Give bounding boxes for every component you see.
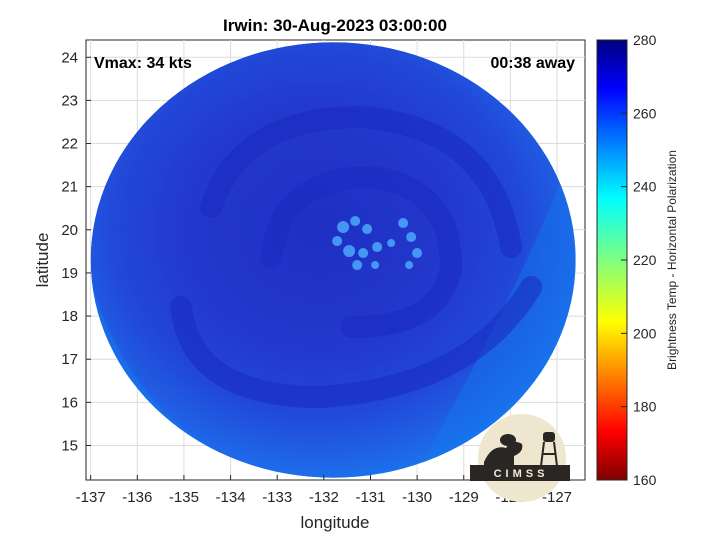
x-tick-label: -127: [542, 489, 572, 506]
x-axis-label: longitude: [300, 513, 369, 532]
water-tower-icon: [543, 432, 555, 442]
colorbar-ticks: 160 180 200 220 240 260 280: [621, 32, 657, 488]
convection-cell: [406, 232, 417, 243]
spiral-band: [200, 106, 523, 259]
convection-cell: [350, 216, 361, 227]
x-tick-label: -136: [122, 489, 152, 506]
colorbar-tick-label: 240: [633, 179, 657, 195]
convection-cell: [371, 261, 380, 270]
swath-image: [90, 42, 576, 478]
vmax-annotation: Vmax: 34 kts: [94, 55, 192, 72]
y-tick-label: 22: [61, 136, 78, 153]
time-offset-annotation: 00:38 away: [490, 55, 575, 72]
convection-cell: [332, 236, 343, 247]
x-tick-label: -129: [449, 489, 479, 506]
y-tick-label: 23: [61, 92, 78, 109]
colorbar-tick-label: 180: [633, 399, 657, 415]
y-tick-label: 21: [61, 179, 78, 196]
x-ticks: -137-136-135-134-133-132-131-130-129-128…: [76, 475, 572, 506]
spiral-band: [170, 276, 543, 409]
x-tick-label: -133: [262, 489, 292, 506]
convection-cell: [352, 260, 363, 271]
y-tick-label: 20: [61, 222, 78, 239]
convection-cell: [362, 224, 373, 235]
y-tick-label: 24: [61, 49, 78, 66]
colorbar-label: Brightness Temp - Horizontal Polarizatio…: [665, 150, 679, 370]
convection-cell: [358, 248, 369, 259]
radar-dish-icon: [484, 441, 523, 472]
y-tick-label: 15: [61, 437, 78, 454]
spiral-band: [260, 166, 463, 339]
x-tick-label: -130: [402, 489, 432, 506]
chart-title: Irwin: 30-Aug-2023 03:00:00: [223, 16, 447, 35]
colorbar-tick-label: 160: [633, 472, 657, 488]
x-tick-label: -135: [169, 489, 199, 506]
convection-cell: [398, 218, 409, 229]
convection-cell: [412, 248, 423, 259]
colorbar-tick-label: 220: [633, 252, 657, 268]
convection-cell: [405, 261, 414, 270]
colorbar-tick-label: 280: [633, 32, 657, 48]
convection-cell: [343, 245, 356, 258]
convection-cell: [337, 221, 350, 234]
x-tick-label: -132: [309, 489, 339, 506]
y-axis-label: latitude: [33, 233, 52, 288]
x-tick-label: -137: [76, 489, 106, 506]
x-tick-label: -134: [216, 489, 246, 506]
convection-cell: [372, 242, 383, 253]
colorbar-tick-label: 260: [633, 105, 657, 121]
y-ticks: 15 16 17 18 19 20 21 22 23 24: [61, 49, 91, 454]
logo-text: CIMSS: [494, 468, 549, 480]
y-tick-label: 18: [61, 308, 78, 325]
convection-cell: [387, 239, 396, 248]
y-tick-label: 17: [61, 351, 78, 368]
y-tick-label: 16: [61, 394, 78, 411]
x-tick-label: -131: [355, 489, 385, 506]
y-tick-label: 19: [61, 265, 78, 282]
colorbar-tick-label: 200: [633, 325, 657, 341]
cimss-logo: CIMSS: [470, 414, 570, 502]
